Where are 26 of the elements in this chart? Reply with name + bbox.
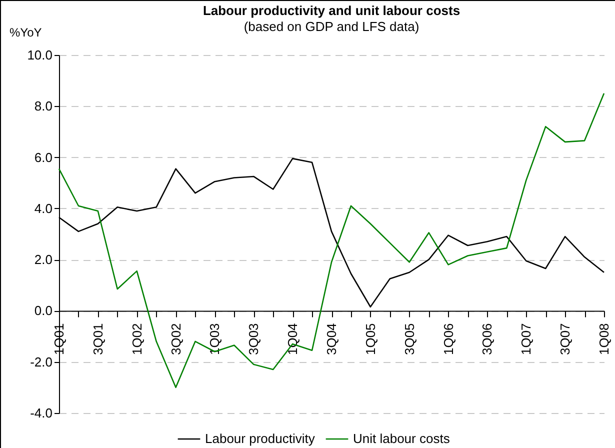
y-axis-title: %YoY <box>10 26 42 40</box>
x-tick-label: 3Q03 <box>246 323 262 356</box>
y-tick-label: -4.0 <box>30 406 52 420</box>
x-tick-label: 1Q02 <box>129 323 144 356</box>
x-tick-label: 3Q07 <box>558 323 573 356</box>
chart-title: Labour productivity and unit labour costs <box>202 3 460 18</box>
x-tick-label: 3Q06 <box>480 323 495 356</box>
y-tick-label: 8.0 <box>34 98 52 114</box>
x-tick-label: 3Q02 <box>168 323 184 356</box>
y-tick-label: 10.0 <box>27 48 52 62</box>
x-tick-label: 1Q08 <box>596 323 612 356</box>
x-tick-label: 1Q07 <box>518 323 534 356</box>
y-tick-label: 2.0 <box>34 252 52 268</box>
x-tick-label: 3Q04 <box>324 323 339 356</box>
legend-label: Labour productivity <box>205 431 316 446</box>
y-tick-label: 4.0 <box>34 200 52 216</box>
legend-label: Unit labour costs <box>353 431 450 446</box>
y-tick-label: 6.0 <box>34 150 52 165</box>
chart-subtitle: (based on GDP and LFS data) <box>244 19 420 34</box>
y-tick-label: -2.0 <box>30 354 52 370</box>
x-tick-label: 1Q04 <box>285 323 300 356</box>
y-tick-label: 0.0 <box>34 303 52 318</box>
x-tick-label: 3Q05 <box>402 323 417 356</box>
x-tick-label: 3Q01 <box>90 323 106 356</box>
x-tick-label: 1Q06 <box>440 323 456 356</box>
x-tick-label: 1Q05 <box>362 323 378 356</box>
